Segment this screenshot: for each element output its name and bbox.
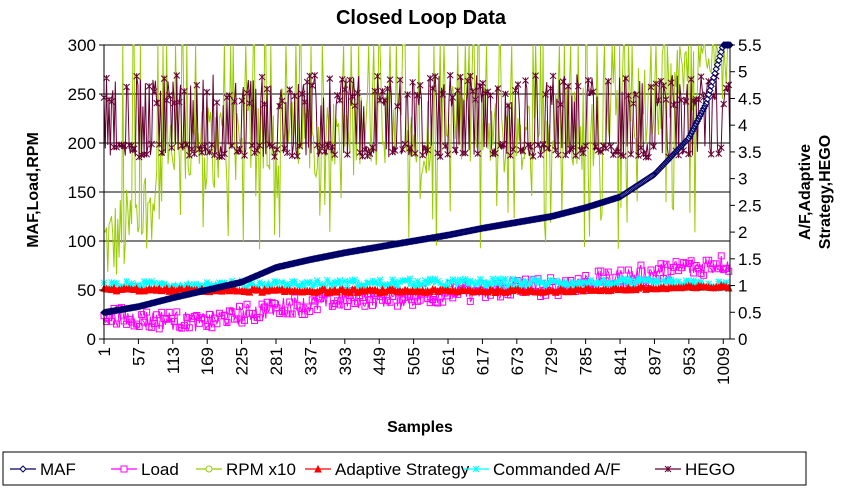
series-maf <box>100 41 734 317</box>
x-tick-label: 225 <box>233 347 252 375</box>
series-rpm-x10 <box>103 43 730 275</box>
legend-marker <box>664 465 672 473</box>
legend-entry: HEGO <box>655 460 735 479</box>
x-tick-label: 897 <box>645 347 664 375</box>
legend-marker <box>314 464 322 473</box>
legend-entry: Load <box>111 460 179 479</box>
y-right-tick-label: 2 <box>738 223 747 242</box>
y-left-tick-label: 50 <box>77 281 96 300</box>
y-right-tick-label: 5 <box>738 63 747 82</box>
legend-marker <box>472 465 480 473</box>
y-left-tick-label: 250 <box>68 85 96 104</box>
x-tick-label: 561 <box>439 347 458 375</box>
x-tick-label: 393 <box>336 347 355 375</box>
x-tick-label: 673 <box>508 347 527 375</box>
y-right-tick-label: 0.5 <box>738 303 762 322</box>
plot-area <box>100 41 734 333</box>
y-axis-right-title-line2: Strategy,HEGO <box>817 135 834 249</box>
y-right-tick-label: 3 <box>738 170 747 189</box>
y-right-tick-label: 5.5 <box>738 36 762 55</box>
y-left-tick-label: 200 <box>68 134 96 153</box>
legend-label: MAF <box>40 460 76 479</box>
y-right-tick-label: 1.5 <box>738 250 762 269</box>
y-right-tick-label: 4 <box>738 116 747 135</box>
y-right-tick-label: 1 <box>738 277 747 296</box>
y-axis-left-title: MAF,Load,RPM <box>25 132 42 248</box>
x-tick-label: 505 <box>405 347 424 375</box>
chart-title: Closed Loop Data <box>336 7 507 29</box>
legend-label: HEGO <box>685 460 735 479</box>
x-tick-label: 1009 <box>714 347 733 385</box>
legend-entry: RPM x10 <box>196 460 296 479</box>
legend-entry: Adaptive Strategy <box>305 460 470 479</box>
y-left-tick-label: 0 <box>87 330 96 349</box>
x-tick-label: 841 <box>611 347 630 375</box>
y-right-tick-label: 4.5 <box>738 89 762 108</box>
x-tick-label: 953 <box>680 347 699 375</box>
y-right-tick-label: 2.5 <box>738 196 762 215</box>
legend-marker <box>120 465 128 473</box>
y-right-tick-label: 3.5 <box>738 143 762 162</box>
legend-label: RPM x10 <box>226 460 296 479</box>
legend-entry: MAF <box>10 460 76 479</box>
legend-marker <box>205 465 213 473</box>
x-tick-label: 57 <box>129 347 148 366</box>
x-tick-label: 449 <box>370 347 389 375</box>
x-tick-label: 785 <box>577 347 596 375</box>
x-tick-label: 729 <box>542 347 561 375</box>
y-left-tick-label: 300 <box>68 36 96 55</box>
x-axis-title: Samples <box>387 419 453 436</box>
x-tick-label: 113 <box>164 347 183 374</box>
x-tick-label: 281 <box>267 347 286 375</box>
y-left-tick-label: 150 <box>68 183 96 202</box>
legend-label: Commanded A/F <box>493 460 621 479</box>
legend-entry: Commanded A/F <box>463 460 621 479</box>
y-right-tick-label: 0 <box>738 330 747 349</box>
x-tick-label: 1 <box>95 347 114 356</box>
x-tick-label: 617 <box>473 347 492 375</box>
x-tick-label: 337 <box>301 347 320 375</box>
series-line <box>103 44 730 313</box>
legend: MAF Load RPM x10 Adaptive Strategy Commanded… <box>2 451 807 486</box>
y-left-tick-label: 100 <box>68 232 96 251</box>
axes: 0 50 100 150 200 250 300 0 0.5 1 1.5 2 2.5 3 3.5 4 4.5 5 5… <box>68 36 762 385</box>
x-tick-label: 169 <box>198 347 217 375</box>
legend-marker <box>19 465 27 473</box>
series-line <box>103 43 730 275</box>
y-axis-right-title-line1: A/F,Adaptive <box>797 144 814 240</box>
legend-label: Load <box>141 460 179 479</box>
legend-label: Adaptive Strategy <box>335 460 470 479</box>
